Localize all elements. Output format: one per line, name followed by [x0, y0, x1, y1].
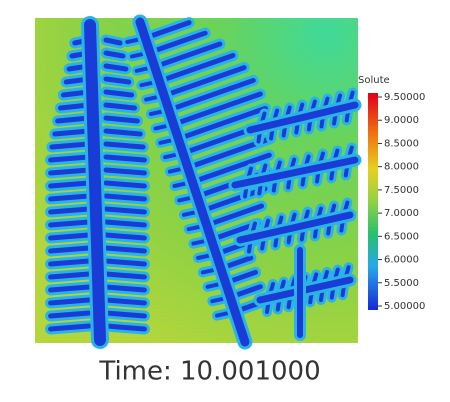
branch	[48, 271, 92, 280]
branch	[48, 310, 92, 319]
branch	[142, 20, 192, 41]
branch	[103, 180, 147, 189]
branch	[48, 323, 92, 332]
branch	[103, 297, 147, 306]
colorbar-label: 8.0000	[384, 162, 419, 173]
branch	[103, 37, 123, 46]
colorbar	[368, 93, 378, 310]
branch	[171, 91, 263, 127]
branch	[246, 101, 359, 134]
branch	[48, 154, 92, 163]
branch	[48, 167, 92, 176]
colorbar-label: 5.00000	[384, 301, 425, 312]
branch	[84, 19, 106, 346]
branch	[48, 180, 92, 189]
branch	[103, 323, 147, 332]
branch	[103, 141, 146, 150]
branch	[48, 206, 92, 215]
colorbar-label: 9.0000	[384, 115, 419, 126]
branch	[135, 17, 250, 347]
branch	[103, 76, 132, 85]
branch	[231, 156, 359, 189]
branch	[48, 258, 92, 267]
colorbar-title: Solute	[358, 75, 390, 86]
branch	[103, 102, 137, 111]
colorbar-labels: 9.50000 9.0000 8.5000 8.0000 7.5000 7.0000 6.5…	[378, 92, 425, 312]
caption: Time: 10.001000	[98, 357, 320, 387]
branch	[175, 105, 268, 142]
branch	[103, 115, 140, 124]
branch	[156, 52, 236, 84]
branch	[103, 50, 126, 59]
branch	[103, 245, 147, 254]
branch	[103, 219, 147, 228]
branch	[49, 141, 92, 150]
branch	[103, 63, 129, 72]
branch	[103, 310, 147, 319]
branch	[147, 30, 208, 55]
branch	[103, 206, 147, 215]
branch	[48, 219, 92, 228]
branch	[52, 128, 92, 137]
branch	[48, 297, 92, 306]
branch	[103, 167, 147, 176]
branch	[103, 258, 147, 267]
branch	[48, 232, 92, 241]
colorbar-label: 5.5000	[384, 278, 419, 289]
branch	[55, 115, 92, 124]
branch	[204, 203, 265, 228]
branch	[48, 284, 92, 293]
branch	[190, 152, 272, 185]
colorbar-label: 6.0000	[384, 255, 419, 266]
branch	[103, 89, 135, 98]
colorbar-label: 7.0000	[384, 208, 419, 219]
branch	[103, 232, 147, 241]
branch	[103, 154, 147, 163]
branch	[161, 65, 247, 99]
colorbar-label: 8.5000	[384, 138, 419, 149]
branch	[199, 186, 268, 214]
branch	[103, 284, 147, 293]
dendrites	[45, 14, 362, 350]
colorbar-label: 9.50000	[384, 92, 425, 103]
colorbar-label: 6.5000	[384, 231, 419, 242]
branch	[103, 193, 147, 202]
branch	[166, 77, 256, 113]
branch	[103, 271, 147, 280]
branch	[103, 128, 143, 137]
branch	[48, 245, 92, 254]
branch	[48, 193, 92, 202]
branch	[236, 211, 354, 244]
colorbar-label: 7.5000	[384, 185, 419, 196]
branch	[152, 41, 223, 70]
